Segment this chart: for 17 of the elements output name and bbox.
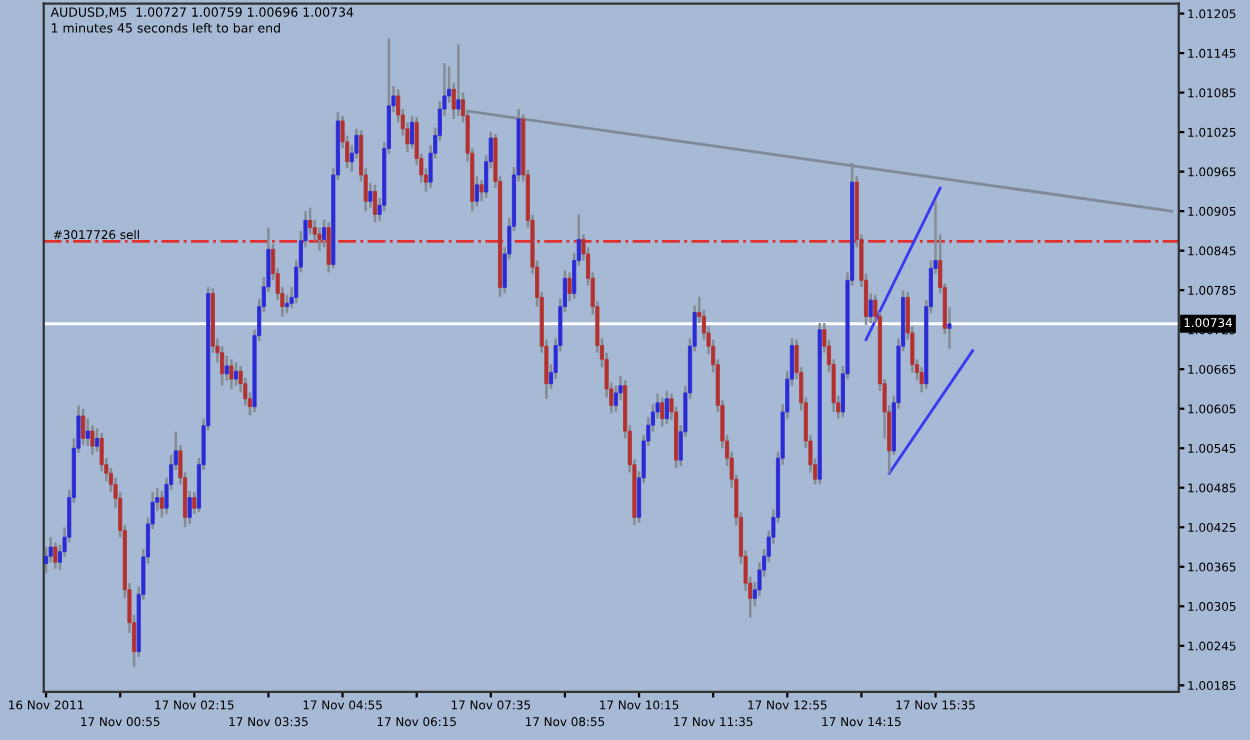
candlestick [372, 183, 378, 224]
candlestick [224, 354, 229, 382]
candlestick [664, 389, 669, 426]
candlestick [90, 423, 95, 457]
candlestick [53, 541, 58, 570]
candlestick [456, 43, 461, 117]
candlestick [284, 293, 290, 315]
candlestick [81, 407, 86, 447]
candlestick [233, 361, 239, 387]
candlestick [220, 344, 225, 387]
candlestick [99, 431, 104, 473]
candlestick [317, 226, 322, 252]
candlestick [660, 396, 665, 428]
candlestick [44, 545, 49, 575]
candlestick [85, 417, 90, 448]
candlestick [229, 358, 234, 391]
candlestick [613, 384, 618, 414]
